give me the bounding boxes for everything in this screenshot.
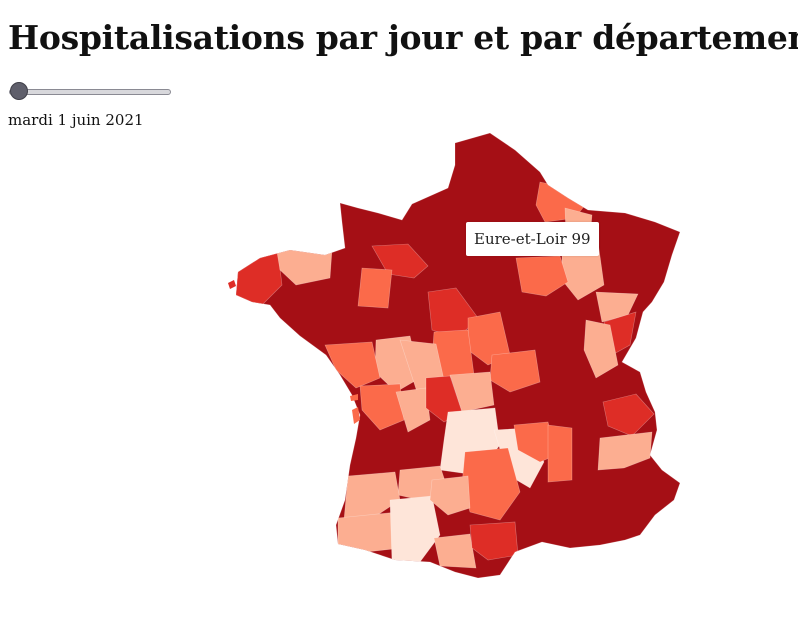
island-oleron[interactable]: [352, 407, 360, 424]
slider-thumb[interactable]: [10, 82, 28, 100]
dept-tarn-et-garonne[interactable]: [429, 475, 471, 516]
dept-jura[interactable]: [583, 319, 619, 379]
dept-gers[interactable]: [389, 495, 441, 563]
date-label: mardi 1 juin 2021: [8, 111, 144, 129]
dept-charente-maritime[interactable]: [359, 383, 405, 431]
dept-ariege[interactable]: [433, 533, 477, 569]
dept-creuse[interactable]: [449, 371, 495, 413]
date-slider[interactable]: [9, 82, 171, 102]
slider-track[interactable]: [9, 89, 171, 95]
tooltip-department-name: Eure-et-Loir: [474, 230, 567, 248]
dept-mayenne-sarthe[interactable]: [357, 267, 393, 309]
dept-landes[interactable]: [343, 471, 401, 521]
dept-aube[interactable]: [515, 255, 569, 297]
dept-orne[interactable]: [371, 243, 429, 279]
dept-hautes-alpes[interactable]: [597, 431, 653, 471]
island-ouessant[interactable]: [228, 280, 236, 289]
dept-aude[interactable]: [469, 521, 519, 561]
dept-savoie[interactable]: [602, 393, 655, 437]
page-title: Hospitalisations par jour et par départe…: [8, 18, 798, 57]
island-re[interactable]: [350, 394, 358, 401]
dept-vendee[interactable]: [324, 341, 381, 389]
map-tooltip: Eure-et-Loir 99: [466, 222, 599, 256]
dept-ardeche[interactable]: [547, 424, 573, 483]
dept-charente[interactable]: [395, 387, 431, 433]
tooltip-value: 99: [571, 230, 591, 248]
